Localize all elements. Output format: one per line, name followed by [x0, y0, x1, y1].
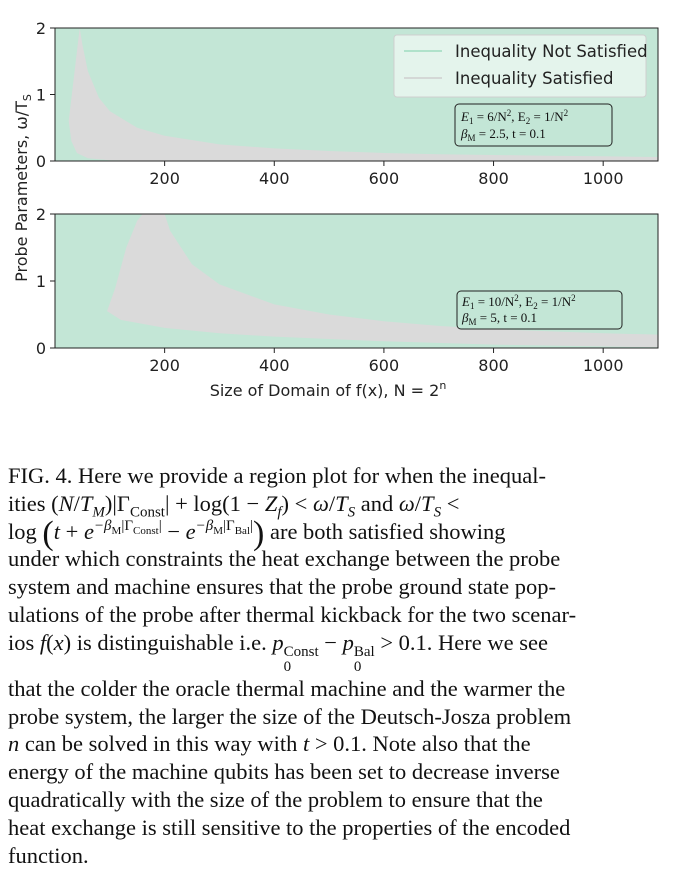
caption-line: ios f(x) is distinguishable i.e. p Const 0…	[8, 629, 548, 675]
top-satisfied-region	[68, 28, 658, 161]
caption-line: quadratically with the size of the probl…	[8, 786, 543, 812]
bottom-annotation-box	[456, 290, 623, 330]
x-tick-label: 800	[478, 356, 509, 375]
caption-line: that the colder the oracle thermal machi…	[8, 675, 566, 701]
legend-box	[393, 34, 647, 98]
x-tick-label: 1000	[583, 356, 624, 375]
caption-line: system and machine ensures that the prob…	[8, 574, 556, 600]
caption-line: ities (N/TM)|ΓConst| + log(1 − Zf) < ω/T…	[8, 490, 460, 521]
figure: 200 400 600 800 1000 0 1 2 Inequality Not Sati…	[0, 0, 684, 420]
figure-caption: FIG. 4. Here we provide a region plot fo…	[8, 462, 676, 869]
bottom-satisfied-region	[107, 214, 659, 348]
legend-label-satisfied: Inequality Satisfied	[455, 69, 613, 88]
figure-svg: 200 400 600 800 1000 0 1 2 Inequality Not Sati…	[12, 19, 659, 400]
x-tick-label: 200	[149, 169, 180, 188]
bottom-y-ticks: 0 1 2	[36, 205, 55, 358]
top-annotation-box	[454, 103, 613, 147]
top-y-ticks: 0 1 2	[36, 19, 55, 171]
y-tick-label: 0	[36, 339, 46, 358]
y-tick-label: 1	[36, 86, 46, 105]
y-tick-label: 0	[36, 152, 46, 171]
bottom-annotation: E1 = 10/N2, E2 = 1/N2 βM = 5, t = 0.1	[456, 290, 623, 330]
x-tick-label: 200	[149, 356, 180, 375]
y-axis-label: Probe Parameters, ω/TS	[12, 94, 34, 282]
top-annotation-line1: E1 = 6/N2, E2 = 1/N2	[460, 108, 568, 126]
caption-line: under which constraints the heat exchang…	[8, 546, 561, 572]
y-tick-label: 1	[36, 272, 46, 291]
x-tick-label: 800	[478, 169, 509, 188]
caption-line: probe system, the larger the size of the…	[8, 703, 572, 729]
top-panel: 200 400 600 800 1000 0 1 2 Inequality Not Sati…	[36, 19, 659, 188]
x-tick-label: 400	[259, 169, 290, 188]
x-tick-label: 600	[369, 169, 400, 188]
top-annotation: E1 = 6/N2, E2 = 1/N2 βM = 2.5, t = 0.1	[454, 103, 613, 147]
bottom-annotation-line2: βM = 5, t = 0.1	[461, 310, 537, 327]
caption-line: heat exchange is still sensitive to the …	[8, 814, 571, 840]
x-tick-label: 1000	[583, 169, 624, 188]
x-tick-label: 400	[259, 356, 290, 375]
x-axis-label: Size of Domain of f(x), N = 2n	[210, 379, 447, 400]
x-tick-label: 600	[369, 356, 400, 375]
caption-line: FIG. 4. Here we provide a region plot fo…	[8, 463, 546, 488]
legend: Inequality Not Satisfied Inequality Sati…	[393, 34, 648, 98]
bottom-annotation-line1: E1 = 10/N2, E2 = 1/N2	[461, 293, 576, 311]
bottom-panel: 200 400 600 800 1000 0 1 2 E1 = 10/N2, E2 = 1/…	[36, 205, 659, 375]
caption-line: function.	[8, 842, 89, 868]
top-x-ticks: 200 400 600 800 1000	[149, 161, 624, 188]
caption-line: n can be solved in this way with t > 0.1…	[8, 731, 531, 757]
caption-line: ulations of the probe after thermal kick…	[8, 601, 577, 627]
y-tick-label: 2	[36, 19, 46, 38]
y-tick-label: 2	[36, 205, 46, 224]
legend-label-not-satisfied: Inequality Not Satisfied	[455, 42, 648, 61]
bottom-x-ticks: 200 400 600 800 1000	[149, 348, 624, 375]
caption-line: energy of the machine qubits has been se…	[8, 759, 560, 785]
top-annotation-line2: βM = 2.5, t = 0.1	[460, 126, 546, 143]
caption-line: log (t + e−βM|ΓConst| − e−βM|ΓBal|) are …	[8, 514, 506, 552]
